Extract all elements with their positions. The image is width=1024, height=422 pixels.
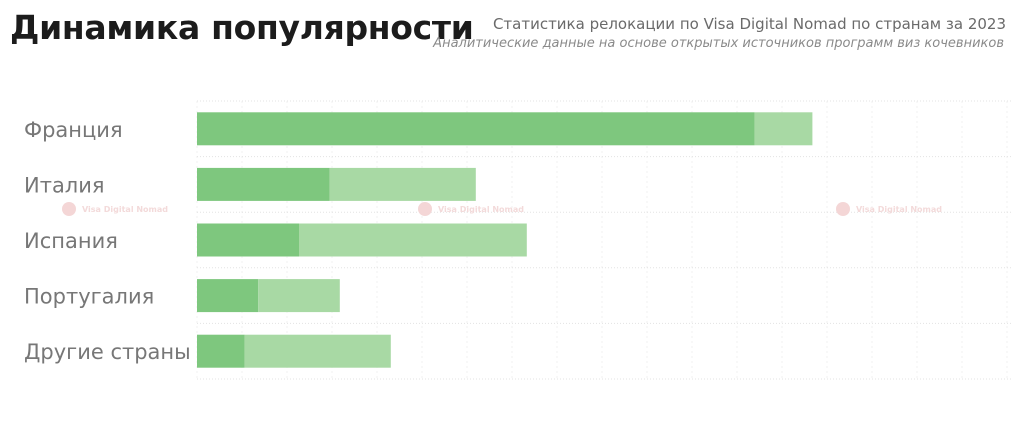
bar-segment-secondary (329, 167, 476, 201)
logo-icon (418, 202, 432, 216)
watermark-text: Visa Digital Nomad (438, 205, 524, 214)
source-note: Аналитические данные на основе открытых … (433, 36, 1004, 51)
chart-title: Динамика популярности (10, 8, 474, 47)
bar-segment-primary (197, 167, 330, 201)
category-label: Испания (24, 229, 118, 253)
category-label: Италия (24, 173, 105, 197)
bar-segment-primary (197, 112, 755, 146)
category-label: Другие страны (24, 340, 191, 364)
bar-segment-primary (197, 223, 299, 257)
category-label: Франция (24, 118, 123, 142)
bar-segment-primary (197, 334, 245, 368)
bar-segment-secondary (299, 223, 527, 257)
bar-segment-secondary (258, 279, 340, 313)
logo-icon (836, 202, 850, 216)
logo-icon (62, 202, 76, 216)
watermark-text: Visa Digital Nomad (856, 205, 942, 214)
bar-segment-secondary (754, 112, 813, 146)
bar-segment-secondary (244, 334, 391, 368)
category-label: Португалия (24, 285, 154, 309)
watermark-text: Visa Digital Nomad (82, 205, 168, 214)
bar-segment-primary (197, 279, 259, 313)
chart-subtitle: Статистика релокации по Visa Digital Nom… (492, 15, 1006, 33)
